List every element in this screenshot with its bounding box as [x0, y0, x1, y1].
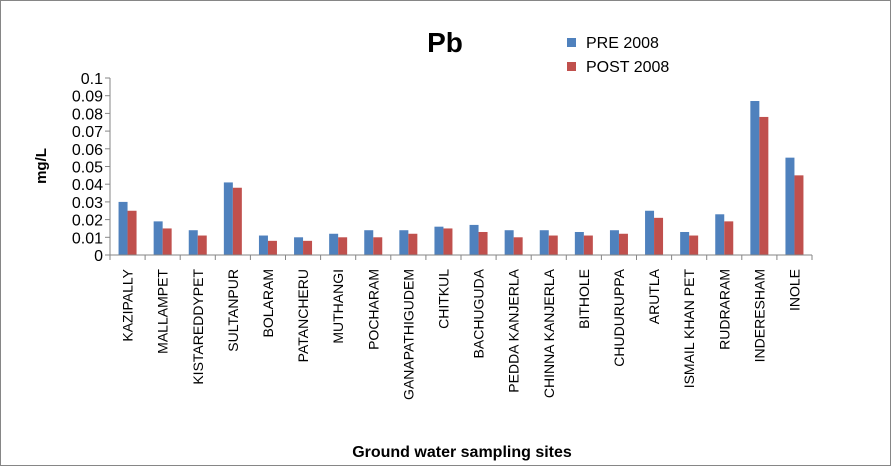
- x-tick-label: GANAPATHIGUDEM: [400, 269, 416, 400]
- bar-pre: [188, 230, 198, 255]
- bar-post: [689, 235, 699, 255]
- x-tick-label: MUTHANGI: [330, 269, 346, 344]
- y-axis-label: mg/L: [33, 148, 50, 184]
- y-tick-label: 0.05: [72, 160, 103, 177]
- x-tick-label: SULTANPUR: [225, 269, 241, 352]
- x-tick-label: INDERESHAM: [751, 269, 767, 362]
- bar-pre: [609, 230, 619, 255]
- x-tick-label: BOLARAM: [260, 269, 276, 337]
- x-tick-label: KISTAREDDYPET: [190, 269, 206, 385]
- y-axis: 00.010.020.030.040.050.060.070.080.090.1: [72, 71, 111, 265]
- x-tick-label: KAZIPALLY: [120, 268, 136, 341]
- x-tick-label: PATANCHERU: [295, 269, 311, 362]
- legend-swatch: [567, 62, 576, 71]
- bar-pre: [118, 201, 128, 255]
- x-tick-label: CHINNA KANJERLA: [541, 268, 557, 398]
- bar-post: [162, 228, 172, 255]
- x-tick-label: BITHOLE: [576, 269, 592, 329]
- x-axis: KAZIPALLY MALLAMPET KISTAREDDYPET SULTANPUR…: [109, 254, 813, 400]
- bar-post: [443, 228, 453, 255]
- x-tick-label: MALLAMPET: [155, 269, 171, 354]
- bar-pre: [399, 230, 409, 255]
- bar-post: [127, 210, 137, 255]
- bar-pre: [750, 101, 760, 255]
- bar-post: [197, 235, 207, 255]
- x-tick-label: INOLE: [786, 269, 802, 311]
- bar-pre: [434, 226, 444, 255]
- y-tick-label: 0.08: [72, 106, 103, 123]
- legend-label: POST 2008: [586, 59, 669, 76]
- y-tick-label: 0.04: [72, 177, 103, 194]
- y-tick-label: 0.09: [72, 89, 103, 106]
- bar-pre: [645, 210, 655, 255]
- y-tick-label: 0.02: [72, 213, 103, 230]
- bar-pre: [539, 230, 549, 255]
- bar-pre: [680, 231, 690, 255]
- bars: [118, 101, 804, 255]
- x-axis-label: Ground water sampling sites: [352, 444, 572, 461]
- bar-post: [373, 237, 383, 255]
- bar-post: [618, 233, 628, 255]
- x-tick-label: POCHARAM: [365, 269, 381, 350]
- bar-post: [583, 235, 593, 255]
- legend-label: PRE 2008: [586, 35, 659, 52]
- bar-post: [548, 235, 558, 255]
- x-tick-label: CHUDURUPPA: [611, 268, 627, 366]
- bar-post: [232, 187, 242, 255]
- bar-pre: [504, 230, 514, 255]
- legend-swatch: [567, 38, 576, 47]
- bar-pre: [329, 233, 339, 255]
- x-tick-label: ARUTLA: [646, 268, 662, 324]
- bar-post: [513, 237, 523, 255]
- x-tick-label: CHITKUL: [435, 269, 451, 329]
- y-tick-label: 0.03: [72, 195, 103, 212]
- bar-post: [408, 233, 418, 255]
- bar-post: [724, 221, 734, 255]
- y-tick-label: 0.01: [72, 230, 103, 247]
- bar-pre: [223, 182, 233, 255]
- x-tick-label: ISMAIL KHAN PET: [681, 269, 697, 389]
- bar-post: [654, 217, 664, 255]
- bar-post: [478, 231, 488, 255]
- bar-post: [267, 240, 277, 255]
- bar-post: [303, 240, 313, 255]
- bar-pre: [715, 214, 725, 255]
- bar-post: [759, 116, 769, 255]
- chart-title: Pb: [427, 27, 463, 58]
- x-tick-label: BACHUGUDA: [471, 268, 487, 358]
- bar-pre: [574, 231, 584, 255]
- y-tick-label: 0.06: [72, 142, 103, 159]
- y-tick-label: 0.07: [72, 124, 103, 141]
- bar-pre: [364, 230, 374, 255]
- bar-post: [794, 175, 804, 255]
- x-tick-label: RUDRARAM: [716, 269, 732, 350]
- bar-pre: [785, 157, 795, 255]
- bar-pre: [153, 221, 163, 255]
- bar-pre: [294, 237, 304, 255]
- bar-pre: [258, 235, 268, 255]
- y-tick-label: 0: [94, 248, 103, 265]
- y-tick-label: 0.1: [81, 71, 103, 88]
- x-tick-label: PEDDA KANJERLA: [506, 268, 522, 392]
- bar-pre: [469, 224, 479, 255]
- legend: PRE 2008 POST 2008: [567, 35, 669, 76]
- bar-post: [338, 237, 348, 255]
